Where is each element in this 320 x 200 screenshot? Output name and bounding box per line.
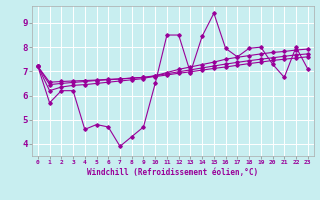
X-axis label: Windchill (Refroidissement éolien,°C): Windchill (Refroidissement éolien,°C) — [87, 168, 258, 177]
